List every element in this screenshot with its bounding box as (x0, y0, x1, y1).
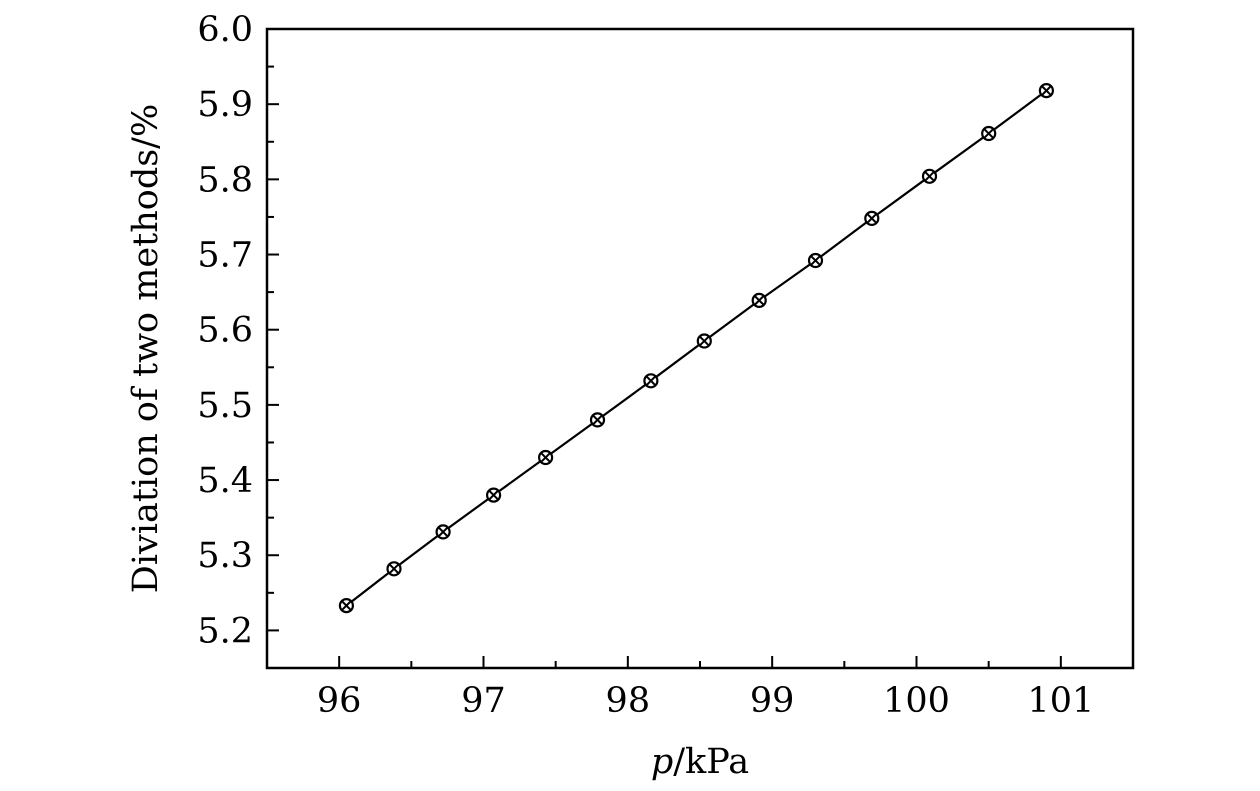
axis-ticks (267, 28, 1062, 668)
data-point (589, 412, 606, 428)
data-point-cross (866, 213, 878, 224)
tick-labels: 96 97 98 99 100 101 5.2 5.3 5.4 5.5 5.6 5.7 5.8 5.9 6.… (197, 10, 1094, 721)
y-tick-label: 5.4 (197, 461, 253, 501)
data-point (807, 252, 824, 269)
data-point-cross (983, 128, 995, 139)
data-point (864, 210, 880, 226)
series-line-group (345, 89, 1048, 607)
data-point-cross (592, 414, 603, 426)
y-tick-label: 5.2 (197, 611, 253, 651)
data-point (643, 373, 659, 389)
data-point (751, 292, 767, 308)
data-point (696, 333, 712, 349)
data-point-cross (540, 452, 551, 463)
data-point (981, 125, 997, 142)
data-point-cross (1041, 85, 1052, 96)
x-tick-label: 96 (317, 681, 362, 721)
data-point-cross (698, 335, 710, 347)
data-point-cross (437, 526, 449, 538)
data-point (486, 487, 502, 503)
x-tick-label: 100 (883, 681, 950, 721)
y-tick-label: 6.0 (197, 10, 253, 50)
plot-frame (265, 27, 1135, 670)
markers (338, 82, 1055, 614)
data-point-cross (645, 375, 657, 387)
data-point-cross (341, 600, 352, 611)
x-axis-unit: /kPa (673, 742, 749, 782)
x-axis-title: p/kPa (651, 742, 749, 782)
x-tick-label: 98 (606, 681, 651, 721)
data-point-cross (753, 295, 765, 306)
y-tick-label: 5.6 (197, 311, 253, 351)
series-line (345, 89, 1048, 607)
y-tick-label: 5.5 (197, 386, 253, 426)
y-tick-label: 5.8 (197, 160, 253, 200)
y-tick-label: 5.7 (197, 236, 253, 276)
data-point-cross (388, 563, 400, 575)
data-point (537, 449, 554, 466)
y-axis-title: Diviation of two methods/% (126, 104, 166, 593)
x-axis-variable: p (651, 742, 673, 782)
x-tick-label: 101 (1027, 681, 1094, 721)
y-tick-label: 5.3 (197, 536, 253, 576)
data-point (921, 168, 938, 184)
data-point (1038, 82, 1055, 99)
x-tick-label: 99 (750, 681, 795, 721)
x-tick-label: 97 (461, 681, 506, 721)
data-point (338, 597, 354, 614)
y-tick-label: 5.9 (197, 85, 253, 125)
data-point-cross (488, 489, 499, 501)
data-point (386, 561, 402, 577)
data-point-cross (810, 255, 821, 266)
data-point-cross (924, 170, 935, 182)
data-point (435, 524, 451, 540)
